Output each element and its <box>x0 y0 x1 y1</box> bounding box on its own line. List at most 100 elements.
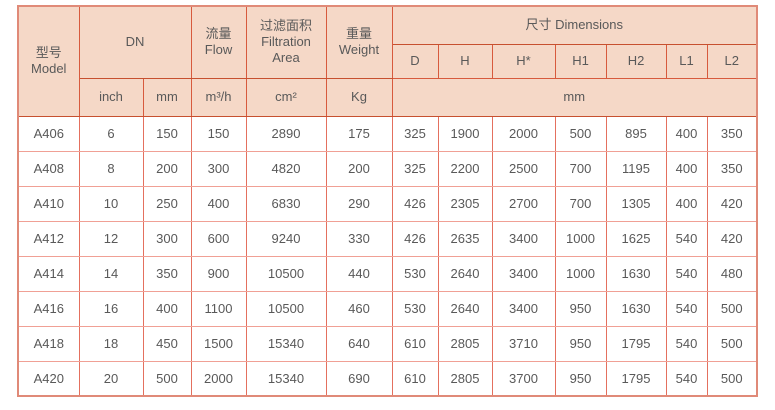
dim-hstar-cell: 3710 <box>491 325 556 362</box>
weight-cell: 175 <box>325 115 393 152</box>
header-dim-h2: H2 <box>605 43 667 79</box>
dim-d-cell: 325 <box>391 115 439 152</box>
dim-hstar-cell: 3700 <box>491 360 556 397</box>
dn-mm-cell: 350 <box>142 255 192 292</box>
dim-h2-cell: 1630 <box>605 290 667 327</box>
dn-mm-cell: 300 <box>142 220 192 257</box>
dn-mm-cell: 150 <box>142 115 192 152</box>
header-model: 型号 Model <box>17 5 80 117</box>
weight-cell: 290 <box>325 185 393 222</box>
dim-h2-cell: 895 <box>605 115 667 152</box>
filtration-area-cell: 2890 <box>245 115 327 152</box>
table-row: A420 20 500 2000 15340 690 610 2805 3700 950 1795 5… <box>17 360 758 397</box>
dn-inch-cell: 8 <box>78 150 144 187</box>
dn-mm-cell: 450 <box>142 325 192 362</box>
dim-h1-cell: 700 <box>554 185 607 222</box>
header-dimensions: 尺寸 Dimensions <box>391 5 758 45</box>
header-dim-h1: H1 <box>554 43 607 79</box>
dim-h-cell: 2640 <box>437 290 493 327</box>
model-cell: A406 <box>17 115 80 152</box>
dim-l2-cell: 350 <box>706 150 758 187</box>
model-cell: A414 <box>17 255 80 292</box>
header-unit-area: cm² <box>245 77 327 117</box>
table-row: A410 10 250 400 6830 290 426 2305 2700 700 1305 400… <box>17 185 758 222</box>
dn-inch-cell: 14 <box>78 255 144 292</box>
dn-inch-cell: 20 <box>78 360 144 397</box>
dim-h2-cell: 1305 <box>605 185 667 222</box>
dim-l1-cell: 400 <box>665 150 708 187</box>
spec-table-container: 型号 Model DN 流量 Flow 过滤面积 Filtration Area… <box>17 5 758 397</box>
filtration-area-cell: 10500 <box>245 255 327 292</box>
dim-h2-cell: 1625 <box>605 220 667 257</box>
header-dim-hstar: H* <box>491 43 556 79</box>
header-weight: 重量 Weight <box>325 5 393 79</box>
filtration-area-cell: 10500 <box>245 290 327 327</box>
model-cell: A418 <box>17 325 80 362</box>
dim-hstar-cell: 2000 <box>491 115 556 152</box>
flow-cell: 1100 <box>190 290 247 327</box>
dim-l1-cell: 400 <box>665 115 708 152</box>
model-cell: A416 <box>17 290 80 327</box>
dim-l1-cell: 400 <box>665 185 708 222</box>
dim-h-cell: 2635 <box>437 220 493 257</box>
header-dim-d: D <box>391 43 439 79</box>
flow-cell: 400 <box>190 185 247 222</box>
model-cell: A408 <box>17 150 80 187</box>
dn-mm-cell: 250 <box>142 185 192 222</box>
dim-h2-cell: 1195 <box>605 150 667 187</box>
dim-l2-cell: 420 <box>706 185 758 222</box>
dim-l1-cell: 540 <box>665 360 708 397</box>
dn-inch-cell: 18 <box>78 325 144 362</box>
model-cell: A420 <box>17 360 80 397</box>
dim-h1-cell: 950 <box>554 325 607 362</box>
dim-l1-cell: 540 <box>665 255 708 292</box>
table-row: A412 12 300 600 9240 330 426 2635 3400 1000 1625 54… <box>17 220 758 257</box>
filtration-area-cell: 15340 <box>245 325 327 362</box>
weight-cell: 440 <box>325 255 393 292</box>
dim-d-cell: 426 <box>391 185 439 222</box>
dim-d-cell: 530 <box>391 255 439 292</box>
header-dim-l1: L1 <box>665 43 708 79</box>
dim-hstar-cell: 2500 <box>491 150 556 187</box>
header-dn: DN <box>78 5 192 79</box>
dim-hstar-cell: 2700 <box>491 185 556 222</box>
dim-h1-cell: 1000 <box>554 255 607 292</box>
model-cell: A412 <box>17 220 80 257</box>
dn-inch-cell: 10 <box>78 185 144 222</box>
header-row-units: inch mm m³/h cm² Kg mm <box>18 77 758 117</box>
flow-cell: 900 <box>190 255 247 292</box>
table-row: A408 8 200 300 4820 200 325 2200 2500 700 1195 400 3… <box>17 150 758 187</box>
weight-cell: 200 <box>325 150 393 187</box>
dim-h-cell: 2805 <box>437 325 493 362</box>
dim-d-cell: 325 <box>391 150 439 187</box>
dim-h2-cell: 1630 <box>605 255 667 292</box>
dim-h-cell: 1900 <box>437 115 493 152</box>
dim-h1-cell: 500 <box>554 115 607 152</box>
filtration-area-cell: 6830 <box>245 185 327 222</box>
flow-cell: 1500 <box>190 325 247 362</box>
header-unit-flow: m³/h <box>190 77 247 117</box>
header-dim-l2: L2 <box>706 43 758 79</box>
dim-hstar-cell: 3400 <box>491 290 556 327</box>
weight-cell: 330 <box>325 220 393 257</box>
dim-l1-cell: 540 <box>665 325 708 362</box>
dim-h2-cell: 1795 <box>605 360 667 397</box>
dim-hstar-cell: 3400 <box>491 255 556 292</box>
header-dim-h: H <box>437 43 493 79</box>
header-unit-dims: mm <box>391 77 758 117</box>
header-row-2: D H H* H1 H2 L1 L2 <box>18 43 758 79</box>
spec-table: 型号 Model DN 流量 Flow 过滤面积 Filtration Area… <box>17 5 758 397</box>
dim-l2-cell: 350 <box>706 115 758 152</box>
dim-l1-cell: 540 <box>665 290 708 327</box>
flow-cell: 300 <box>190 150 247 187</box>
header-flow: 流量 Flow <box>190 5 247 79</box>
weight-cell: 690 <box>325 360 393 397</box>
dn-mm-cell: 500 <box>142 360 192 397</box>
filtration-area-cell: 9240 <box>245 220 327 257</box>
dim-d-cell: 530 <box>391 290 439 327</box>
dim-d-cell: 426 <box>391 220 439 257</box>
header-unit-weight: Kg <box>325 77 393 117</box>
table-row: A418 18 450 1500 15340 640 610 2805 3710 950 1795 5… <box>17 325 758 362</box>
flow-cell: 150 <box>190 115 247 152</box>
dim-h2-cell: 1795 <box>605 325 667 362</box>
